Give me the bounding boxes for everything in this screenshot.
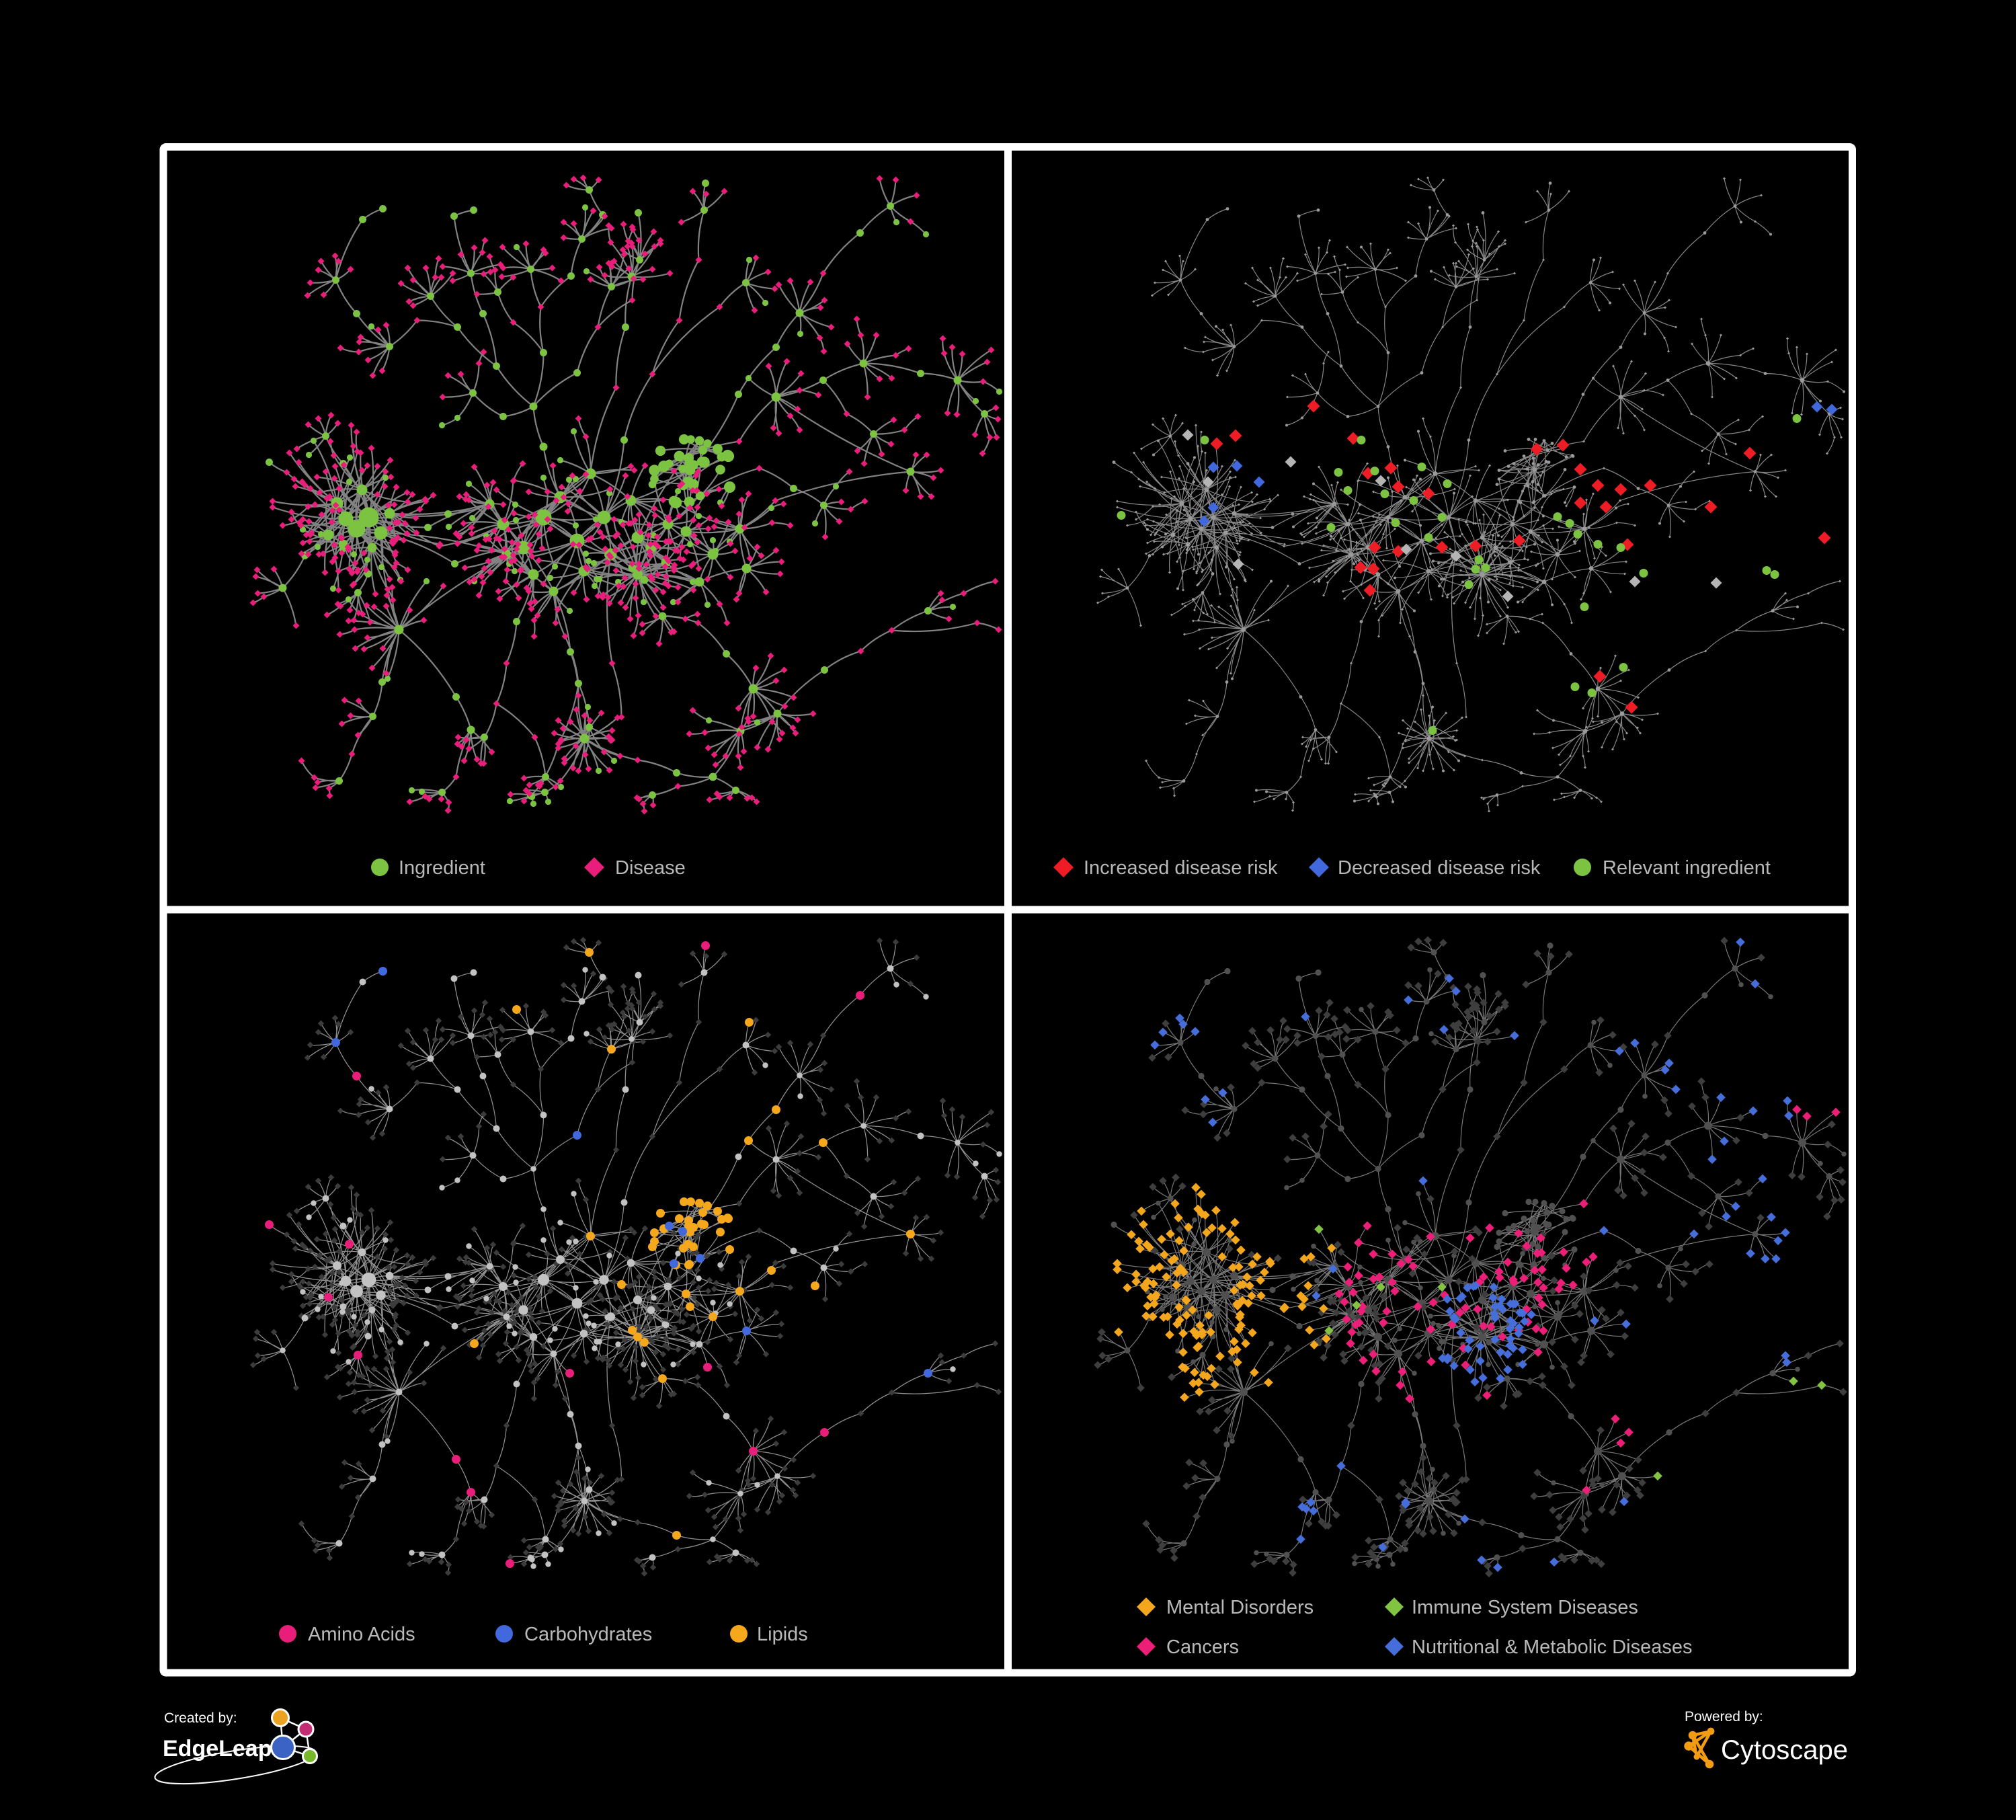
- svg-text:Nutritional & Metabolic Diseas: Nutritional & Metabolic Diseases: [1412, 1636, 1692, 1658]
- svg-text:Disease: Disease: [615, 857, 686, 879]
- svg-text:Cancers: Cancers: [1166, 1636, 1239, 1658]
- svg-text:Carbohydrates: Carbohydrates: [524, 1624, 652, 1645]
- svg-text:Decreased disease risk: Decreased disease risk: [1338, 857, 1541, 879]
- svg-text:Mental Disorders: Mental Disorders: [1166, 1597, 1314, 1618]
- svg-text:Ingredient: Ingredient: [399, 857, 485, 879]
- svg-text:Increased disease risk: Increased disease risk: [1084, 857, 1278, 879]
- svg-text:Relevant ingredient: Relevant ingredient: [1603, 857, 1771, 879]
- svg-text:Lipids: Lipids: [757, 1624, 808, 1645]
- svg-text:Cytoscape: Cytoscape: [1721, 1735, 1848, 1765]
- svg-text:Powered by:: Powered by:: [1685, 1709, 1763, 1725]
- svg-text:Created by:: Created by:: [164, 1710, 237, 1726]
- svg-text:EdgeLeap: EdgeLeap: [163, 1736, 272, 1762]
- svg-text:Amino Acids: Amino Acids: [308, 1624, 415, 1645]
- svg-text:Immune System Diseases: Immune System Diseases: [1412, 1597, 1638, 1618]
